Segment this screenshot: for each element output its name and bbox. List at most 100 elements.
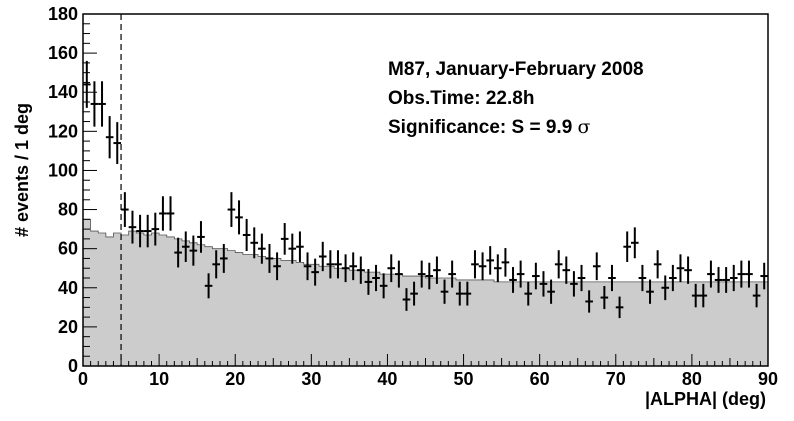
histogram-bin bbox=[501, 281, 510, 366]
histogram-bin bbox=[387, 274, 396, 366]
data-point bbox=[242, 218, 251, 252]
on-source-data-points bbox=[83, 60, 768, 319]
histogram-bin bbox=[212, 248, 221, 366]
data-point bbox=[318, 241, 327, 272]
data-point bbox=[334, 250, 342, 279]
histogram-bin bbox=[303, 264, 312, 366]
x-tick-label: 40 bbox=[377, 369, 397, 389]
data-point bbox=[547, 279, 555, 304]
data-point bbox=[395, 260, 403, 288]
histogram-bin bbox=[714, 281, 723, 366]
x-tick-label: 10 bbox=[149, 369, 169, 389]
histogram-bin bbox=[395, 274, 404, 366]
histogram-bin bbox=[372, 272, 381, 366]
histogram-bin bbox=[577, 281, 586, 366]
y-tick-label: 140 bbox=[48, 82, 78, 102]
data-point bbox=[425, 262, 434, 290]
histogram-bin bbox=[311, 264, 320, 366]
data-point bbox=[166, 196, 175, 231]
histogram-bin bbox=[151, 233, 160, 366]
data-point bbox=[197, 221, 205, 253]
histogram-bin bbox=[265, 258, 274, 366]
histogram-bin bbox=[341, 268, 350, 366]
histogram-bin bbox=[638, 281, 647, 366]
histogram-bin bbox=[646, 281, 655, 366]
background-histogram bbox=[82, 218, 769, 366]
annotation-title: M87, January-February 2008 bbox=[388, 59, 644, 80]
histogram-bin bbox=[570, 281, 579, 366]
x-axis: 0 10 20 30 40 50 60 70 80 90 bbox=[78, 354, 778, 389]
histogram-bin bbox=[349, 270, 358, 366]
data-point bbox=[448, 260, 456, 288]
histogram-bin bbox=[707, 281, 716, 366]
histogram-bin bbox=[197, 244, 206, 366]
histogram-bin bbox=[448, 278, 457, 366]
histogram-bin bbox=[539, 281, 548, 366]
histogram-bin bbox=[402, 276, 411, 366]
data-point bbox=[273, 252, 281, 281]
histogram-bin bbox=[433, 278, 442, 366]
data-point bbox=[288, 233, 297, 264]
histogram-bin bbox=[463, 279, 472, 366]
histogram-bin bbox=[227, 250, 236, 366]
histogram-bin bbox=[699, 281, 708, 366]
x-tick-label: 0 bbox=[78, 369, 88, 389]
data-point bbox=[760, 262, 768, 290]
histogram-bin bbox=[105, 236, 114, 366]
histogram-bin bbox=[273, 258, 282, 366]
data-point bbox=[349, 252, 357, 281]
data-point bbox=[653, 250, 662, 279]
data-point bbox=[235, 200, 243, 235]
histogram-bin bbox=[554, 281, 563, 366]
histogram-bin bbox=[280, 260, 289, 366]
histogram-bin bbox=[121, 234, 130, 366]
histogram-bin bbox=[143, 234, 152, 366]
data-point bbox=[532, 262, 540, 290]
data-point bbox=[326, 250, 335, 279]
x-tick-label: 60 bbox=[530, 369, 550, 389]
histogram-bin bbox=[722, 281, 731, 366]
data-point bbox=[90, 81, 99, 127]
histogram-bin bbox=[440, 278, 449, 366]
histogram-bin bbox=[600, 281, 609, 366]
histogram-bin bbox=[676, 281, 685, 366]
histogram-bin bbox=[83, 219, 92, 366]
data-point bbox=[143, 214, 152, 248]
histogram-bin bbox=[669, 281, 678, 366]
data-point bbox=[341, 254, 350, 283]
data-point bbox=[364, 269, 373, 295]
data-point bbox=[204, 273, 213, 299]
data-point bbox=[121, 192, 129, 227]
data-point bbox=[402, 288, 411, 311]
x-tick-label: 20 bbox=[225, 369, 245, 389]
data-point bbox=[265, 243, 274, 273]
significance-text: Significance: S = 9.9 bbox=[388, 117, 578, 138]
data-point bbox=[638, 264, 647, 292]
y-axis: 0 20 40 60 80 100 120 140 160 180 bbox=[48, 4, 97, 376]
x-tick-label: 80 bbox=[682, 369, 702, 389]
histogram-bin bbox=[288, 260, 297, 366]
data-point bbox=[608, 264, 616, 292]
data-point bbox=[303, 252, 312, 281]
histogram-bin bbox=[532, 281, 541, 366]
data-point bbox=[501, 248, 510, 277]
histogram-bin bbox=[204, 246, 213, 366]
x-axis-title: |ALPHA| (deg) bbox=[645, 389, 766, 409]
data-point bbox=[684, 256, 692, 284]
histogram-bin bbox=[615, 281, 624, 366]
data-point bbox=[623, 231, 631, 262]
data-point bbox=[729, 264, 738, 292]
annotation-obstime: Obs.Time: 22.8h bbox=[388, 88, 534, 109]
data-point bbox=[471, 250, 479, 279]
data-point bbox=[440, 279, 449, 304]
y-axis-title: # events / 1 deg bbox=[12, 103, 32, 237]
data-point bbox=[136, 214, 144, 248]
data-point bbox=[83, 60, 91, 108]
data-point bbox=[105, 116, 114, 159]
y-tick-label: 160 bbox=[48, 43, 78, 63]
data-point bbox=[227, 192, 236, 227]
histogram-bin bbox=[159, 234, 168, 366]
histogram-bin bbox=[318, 266, 327, 366]
y-tick-label: 20 bbox=[58, 317, 78, 337]
histogram-bin bbox=[562, 281, 571, 366]
